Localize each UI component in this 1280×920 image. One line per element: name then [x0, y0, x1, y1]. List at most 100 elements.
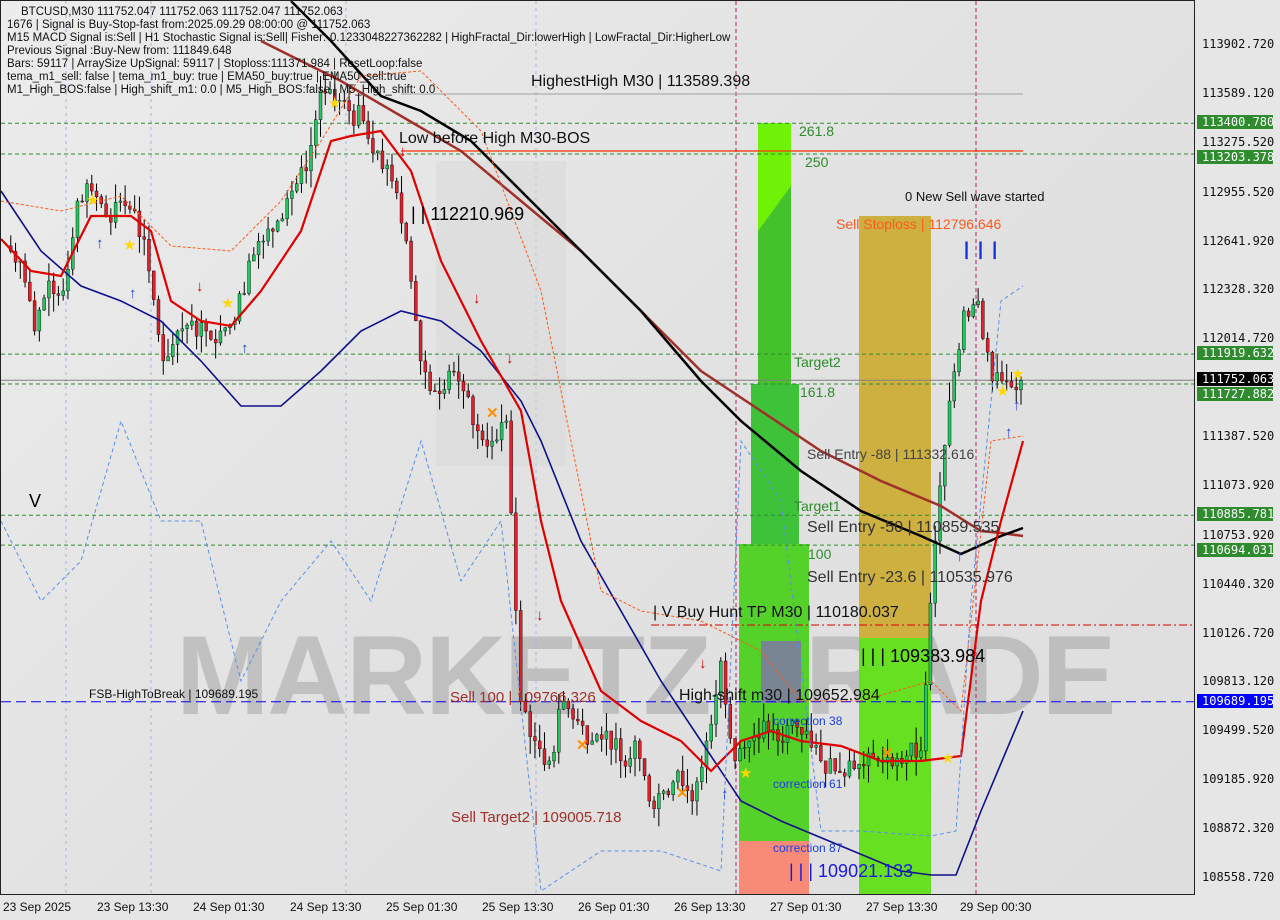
candle-body: [614, 738, 618, 750]
arrow-down-icon: ↓: [536, 607, 544, 624]
arrow-up-icon: ↑: [956, 548, 964, 565]
candle-body: [809, 730, 814, 748]
candle-body: [47, 280, 51, 299]
ma-black-line: [290, 1, 1024, 556]
time-tick-label: 29 Sep 00:30: [960, 900, 1032, 914]
candle: [409, 236, 413, 289]
candle-body: [290, 190, 294, 199]
candle-body: [790, 720, 794, 726]
candle: [85, 179, 89, 218]
candle-body: [599, 734, 604, 740]
time-tick-label: 25 Sep 01:30: [386, 900, 458, 914]
candle-body: [271, 228, 275, 232]
candle-body: [404, 222, 408, 242]
sell-stoploss-label: Sell Stoploss | 112796.646: [836, 216, 1002, 232]
candle-body: [456, 371, 461, 382]
candle: [657, 783, 661, 827]
candle-body: [418, 320, 423, 362]
candle-body: [32, 300, 37, 332]
candle-body: [657, 793, 661, 809]
candle: [628, 746, 632, 774]
ma-navy-line: [1, 190, 1024, 876]
candle-body: [542, 748, 547, 765]
candle: [147, 225, 151, 283]
star-icon: ★: [941, 750, 955, 767]
arrow-down-icon: ↓: [699, 655, 707, 672]
time-tick-label: 26 Sep 13:30: [674, 900, 746, 914]
target1-label: Target1: [794, 498, 841, 514]
candle-body: [566, 700, 571, 709]
candle-body: [37, 309, 42, 332]
candle-body: [747, 740, 752, 748]
candle-body: [156, 299, 161, 335]
price-tick-label: 112641.920: [1202, 233, 1275, 248]
candle-body: [633, 740, 637, 759]
envelope-orange-line: [1, 70, 1024, 713]
candle: [480, 424, 485, 446]
candle-body: [1009, 380, 1014, 388]
sell-target2-label: Sell Target2 | 109005.718: [451, 809, 622, 826]
candle: [709, 714, 713, 749]
candle-body: [128, 205, 132, 210]
price-tick-label: 108872.320: [1202, 821, 1275, 836]
chart-plot-area[interactable]: MARKETZ TRADE: [0, 0, 1195, 895]
candle: [213, 329, 218, 359]
candle-body: [94, 190, 99, 197]
candle: [132, 195, 137, 214]
candle-body: [204, 322, 208, 332]
star-icon: ★: [739, 765, 753, 782]
arrow-up-icon: ↑: [241, 340, 249, 357]
candle-body: [314, 119, 318, 146]
candle-body: [738, 748, 742, 762]
candle-body: [23, 260, 27, 283]
candle-body: [728, 703, 733, 739]
candle-body: [518, 610, 523, 702]
star-icon: ★: [221, 295, 235, 312]
candle: [385, 159, 389, 186]
candle-body: [471, 396, 475, 426]
candle-body: [61, 290, 65, 296]
candle-body: [971, 304, 976, 317]
candle-body: [761, 720, 766, 739]
candle-body: [237, 293, 242, 322]
candle: [847, 749, 852, 779]
candle: [609, 730, 613, 766]
candle: [51, 272, 56, 312]
candle: [504, 414, 509, 429]
candle-body: [1000, 372, 1004, 382]
price-badge: 111919.632: [1197, 346, 1274, 361]
candle: [433, 383, 437, 393]
candle: [171, 333, 175, 366]
price-badge: 109689.195: [1197, 693, 1274, 708]
candle: [652, 796, 656, 818]
fib-100-label: 100: [808, 546, 832, 562]
price-tick-label: 113589.120: [1202, 85, 1275, 100]
candle-body: [852, 760, 856, 769]
price-tick-label: 111073.920: [1202, 477, 1275, 492]
candle: [647, 773, 652, 808]
candle: [514, 497, 518, 625]
candle-body: [781, 740, 785, 743]
candle-body: [695, 781, 699, 802]
candle: [380, 138, 385, 174]
candle-body: [857, 764, 861, 769]
info-line-2: M15 MACD Signal is:Sell | H1 Stochastic …: [7, 32, 731, 44]
candle: [661, 789, 666, 801]
candle: [271, 227, 275, 248]
candle-body: [476, 424, 480, 432]
candle-body: [366, 120, 370, 139]
candle: [666, 788, 671, 798]
candle-body: [804, 730, 809, 735]
candle-body: [666, 790, 671, 795]
candle: [566, 698, 571, 718]
candle-body: [304, 167, 308, 172]
candle: [604, 713, 609, 756]
candle-body: [814, 745, 818, 748]
candle-body: [1019, 380, 1023, 391]
correction-61-label: correction 61: [773, 777, 843, 791]
candle: [256, 232, 261, 269]
candle: [957, 342, 961, 377]
candle-body: [328, 89, 332, 94]
candle-body: [142, 236, 146, 240]
arrow-up-icon: ↑: [96, 235, 104, 252]
